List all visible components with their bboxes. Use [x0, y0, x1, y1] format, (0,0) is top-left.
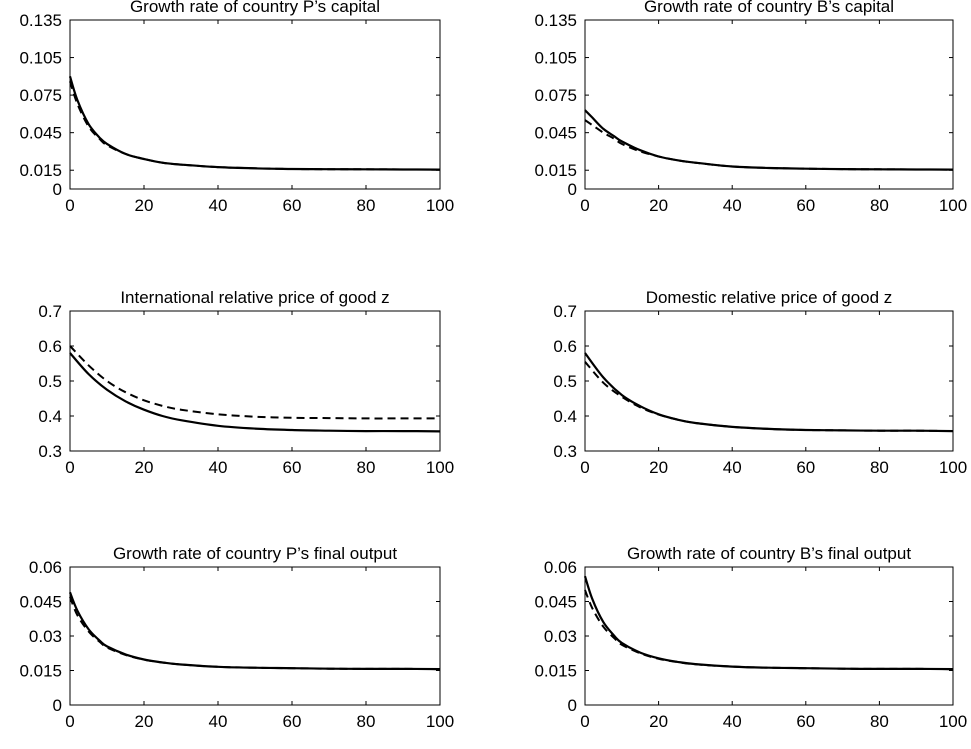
chart-title: Growth rate of country P’s final output	[113, 544, 397, 563]
y-tick-label: 0.03	[544, 627, 577, 646]
x-tick-label: 20	[649, 458, 668, 477]
y-tick-label: 0.075	[534, 86, 577, 105]
x-tick-label: 0	[580, 458, 589, 477]
x-tick-label: 0	[580, 196, 589, 215]
x-tick-label: 60	[796, 196, 815, 215]
y-tick-label: 0.045	[534, 124, 577, 143]
x-tick-label: 60	[796, 712, 815, 731]
y-tick-label: 0	[568, 180, 577, 199]
x-tick-label: 100	[426, 196, 454, 215]
chart-title: Domestic relative price of good z	[646, 288, 893, 307]
x-tick-label: 20	[135, 458, 154, 477]
y-tick-label: 0.075	[19, 86, 62, 105]
y-tick-label: 0.4	[38, 407, 62, 426]
plot-frame	[69, 566, 441, 706]
chart-panel-1: Growth rate of country P’s capital 0 20 40 6…	[19, 0, 454, 215]
plot-frame	[584, 19, 954, 190]
series-line-solid	[68, 591, 441, 671]
x-tick-label: 60	[283, 458, 302, 477]
x-tick-label: 40	[209, 458, 228, 477]
x-tick-label: 40	[723, 458, 742, 477]
x-tick-label: 20	[135, 712, 154, 731]
series-line-solid	[68, 75, 441, 171]
y-tick-label: 0.015	[534, 662, 577, 681]
x-tick-label: 0	[580, 712, 589, 731]
x-tick-label: 0	[65, 196, 74, 215]
series-line-dashed	[584, 361, 954, 433]
series-line-dashed	[584, 589, 954, 671]
y-tick-label: 0	[53, 180, 62, 199]
x-tick-label: 40	[723, 712, 742, 731]
chart-title: International relative price of good z	[120, 288, 389, 307]
chart-title: Growth rate of country B’s final output	[627, 544, 911, 563]
y-tick-label: 0.7	[553, 302, 577, 321]
y-tick-label: 0.6	[553, 337, 577, 356]
x-tick-label: 100	[426, 458, 454, 477]
y-tick-label: 0	[568, 696, 577, 715]
y-tick-label: 0.4	[553, 407, 577, 426]
x-tick-label: 100	[939, 196, 967, 215]
x-tick-label: 40	[723, 196, 742, 215]
x-tick-label: 20	[649, 712, 668, 731]
series-line-dashed	[69, 80, 441, 171]
y-tick-label: 0.7	[38, 302, 62, 321]
chart-panel-4: Domestic relative price of good z 0 20 40 60…	[553, 288, 967, 477]
chart-panel-6: Growth rate of country B’s final output 0…	[534, 544, 967, 731]
y-tick-label: 0.045	[534, 593, 577, 612]
y-tick-label: 0.06	[544, 558, 577, 577]
x-tick-label: 40	[209, 196, 228, 215]
y-tick-label: 0.105	[19, 49, 62, 68]
x-tick-label: 80	[357, 458, 376, 477]
series-line-solid	[69, 352, 441, 433]
y-tick-label: 0.135	[19, 11, 62, 30]
x-tick-label: 20	[649, 196, 668, 215]
y-tick-label: 0.105	[534, 49, 577, 68]
y-tick-label: 0.5	[38, 372, 62, 391]
y-tick-label: 0	[53, 696, 62, 715]
series-line-solid	[583, 575, 954, 671]
plot-frame	[69, 19, 441, 190]
y-tick-label: 0.015	[19, 662, 62, 681]
y-tick-label: 0.015	[19, 161, 62, 180]
x-tick-label: 20	[135, 196, 154, 215]
x-tick-label: 40	[209, 712, 228, 731]
series-line-dashed	[69, 345, 440, 420]
series-line-solid	[584, 109, 954, 171]
y-tick-label: 0.5	[553, 372, 577, 391]
chart-panel-5: Growth rate of country P’s final output 0…	[19, 544, 454, 731]
x-tick-label: 100	[939, 458, 967, 477]
x-tick-label: 80	[870, 712, 889, 731]
plot-frame	[584, 566, 954, 706]
chart-panel-2: Growth rate of country B’s capital 0 20 40 6…	[534, 0, 967, 215]
x-tick-label: 80	[357, 196, 376, 215]
y-tick-label: 0.6	[38, 337, 62, 356]
x-tick-label: 0	[65, 712, 74, 731]
x-tick-label: 80	[870, 458, 889, 477]
chart-title: Growth rate of country P’s capital	[130, 0, 380, 16]
series-line-dashed	[69, 596, 441, 671]
x-tick-label: 60	[283, 196, 302, 215]
y-tick-label: 0.045	[19, 124, 62, 143]
y-tick-label: 0.03	[29, 627, 62, 646]
x-tick-label: 100	[426, 712, 454, 731]
y-tick-label: 0.3	[38, 442, 62, 461]
x-tick-label: 60	[796, 458, 815, 477]
chart-panel-3: International relative price of good z 0 2…	[38, 288, 454, 477]
chart-title: Growth rate of country B’s capital	[644, 0, 894, 16]
y-tick-label: 0.06	[29, 558, 62, 577]
x-tick-label: 80	[357, 712, 376, 731]
y-tick-label: 0.135	[534, 11, 577, 30]
series-line-solid	[584, 352, 954, 433]
series-line-dashed	[584, 119, 954, 171]
x-tick-label: 60	[283, 712, 302, 731]
y-tick-label: 0.015	[534, 161, 577, 180]
y-tick-label: 0.3	[553, 442, 577, 461]
y-tick-label: 0.045	[19, 593, 62, 612]
x-tick-label: 0	[65, 458, 74, 477]
x-tick-label: 80	[870, 196, 889, 215]
x-tick-label: 100	[939, 712, 967, 731]
